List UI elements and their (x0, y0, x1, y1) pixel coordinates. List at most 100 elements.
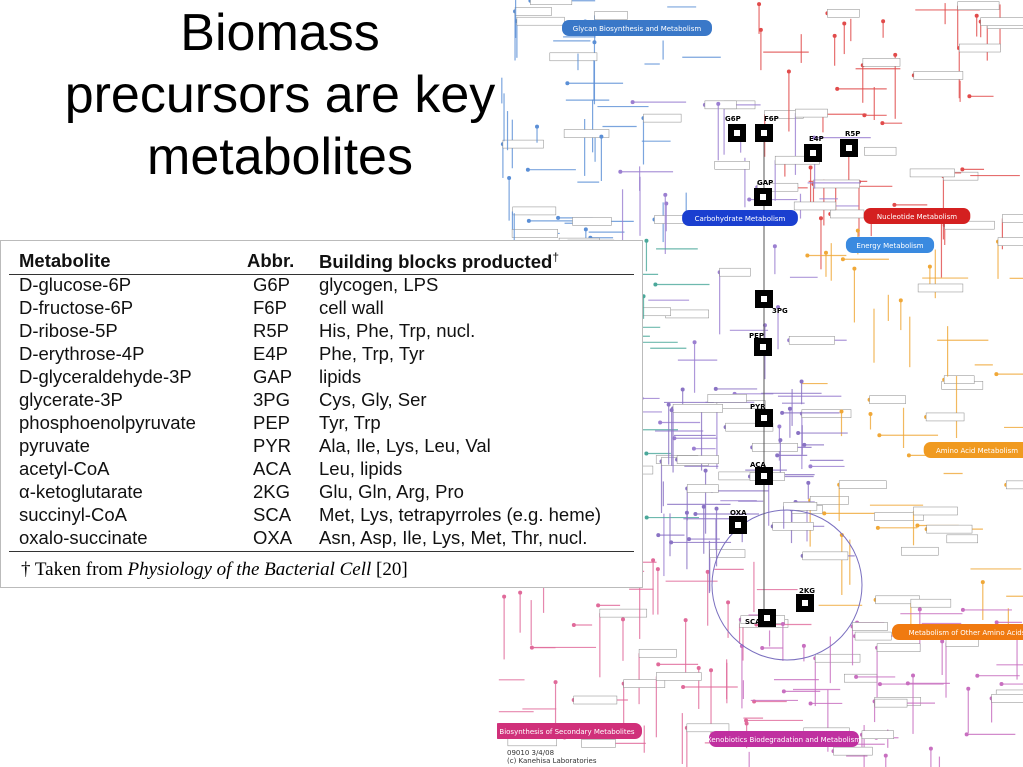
compound-dot (630, 100, 635, 105)
compound-dot (906, 453, 911, 458)
category-label: Glycan Biosynthesis and Metabolism (573, 25, 702, 33)
compound-dot (592, 40, 597, 45)
node-label: OXA (730, 509, 747, 517)
building-blocks: glycogen, LPS (319, 274, 439, 295)
node-label: F6P (764, 115, 779, 123)
compound-dot (680, 387, 685, 392)
node-label: 3PG (772, 307, 788, 315)
compound-dot (839, 533, 844, 538)
bottom-rule (9, 551, 634, 552)
category-pill (923, 442, 1023, 458)
map-box (861, 730, 894, 739)
map-box (957, 1, 1000, 10)
abbr: R5P (253, 320, 289, 341)
map-box (910, 598, 952, 608)
compound-dot (892, 202, 897, 207)
map-box (507, 737, 557, 747)
category-pill (709, 731, 859, 747)
compound-dot (681, 684, 686, 689)
node-center (734, 130, 740, 136)
compound-dot (802, 442, 807, 447)
compound-dot (832, 33, 837, 38)
map-box (815, 653, 861, 663)
compound-dot (967, 94, 972, 99)
compound-dot (898, 298, 903, 303)
map-box (1002, 214, 1023, 223)
compound-dot (818, 216, 823, 221)
building-blocks: cell wall (319, 297, 384, 318)
map-box (869, 395, 906, 404)
header-cell: Building blocks producted† (319, 250, 559, 273)
node-label: PEP (749, 332, 764, 340)
metabolite: succinyl-CoA (19, 504, 127, 525)
map-box (656, 672, 702, 681)
map-box (874, 698, 908, 708)
metabolite: glycerate-3P (19, 389, 123, 410)
compound-dot (917, 607, 922, 612)
compound-dot (758, 27, 763, 32)
node-label: G6P (725, 115, 741, 123)
compound-dot (693, 512, 698, 517)
compound-dot (599, 134, 604, 139)
tca-cycle (711, 509, 863, 661)
category-pill (845, 237, 935, 253)
compound-dot (787, 406, 792, 411)
category-label: Energy Metabolism (856, 242, 923, 250)
map-box (572, 217, 612, 226)
footnote-ref: [20] (376, 559, 408, 580)
category-pill (892, 624, 1023, 640)
map-box (813, 179, 860, 189)
compound-dot (964, 732, 969, 737)
compound-dot (868, 411, 873, 416)
category-label: Nucleotide Metabolism (877, 213, 957, 221)
category-label: Metabolism of Other Amino Acids (909, 629, 1023, 637)
compound-dot (776, 305, 781, 310)
map-box (959, 43, 1001, 53)
map-box (788, 336, 835, 345)
map-box (665, 309, 709, 319)
map-box (707, 394, 747, 403)
map-box (514, 7, 552, 16)
map-box (944, 220, 995, 230)
category-pill (682, 210, 798, 226)
compound-dot (823, 250, 828, 255)
abbr: G6P (253, 274, 291, 295)
map-box (516, 16, 565, 26)
node-label: E4P (809, 135, 824, 143)
map-box (876, 643, 921, 652)
compound-dot (796, 431, 801, 436)
map-box (581, 739, 616, 748)
compound-dot (880, 121, 885, 126)
map-box (809, 496, 849, 505)
map-box (909, 168, 955, 178)
compound-dot (703, 468, 708, 473)
compound-dot (701, 504, 706, 509)
map-box (751, 443, 798, 452)
compound-dot (915, 523, 920, 528)
map-box (838, 480, 887, 489)
compound-dot (974, 13, 979, 18)
compound-dot (812, 135, 817, 140)
compound-dot (651, 558, 656, 563)
compound-dot (927, 264, 932, 269)
footnote-book: Physiology of the Bacterial Cell (127, 559, 372, 580)
compound-dot (806, 480, 811, 485)
compound-dot (596, 603, 601, 608)
building-blocks: Met, Lys, tetrapyrroles (e.g. heme) (319, 504, 602, 525)
compound-dot (822, 511, 827, 516)
map-box (686, 723, 730, 733)
building-blocks: His, Phe, Trp, nucl. (319, 320, 476, 341)
map-box (783, 502, 818, 511)
header-cell: Abbr. (247, 250, 295, 271)
category-pill (497, 723, 642, 739)
compound-dot (658, 420, 663, 425)
building-blocks: Glu, Gln, Arg, Pro (319, 481, 464, 502)
map-box (997, 237, 1023, 246)
node-label: 2KG (799, 587, 815, 595)
map-box (563, 129, 610, 138)
abbr: 3PG (253, 389, 291, 410)
compound-dot (980, 580, 985, 585)
compound-dot (525, 167, 530, 172)
map-box (925, 412, 965, 422)
compound-dot (526, 218, 531, 223)
